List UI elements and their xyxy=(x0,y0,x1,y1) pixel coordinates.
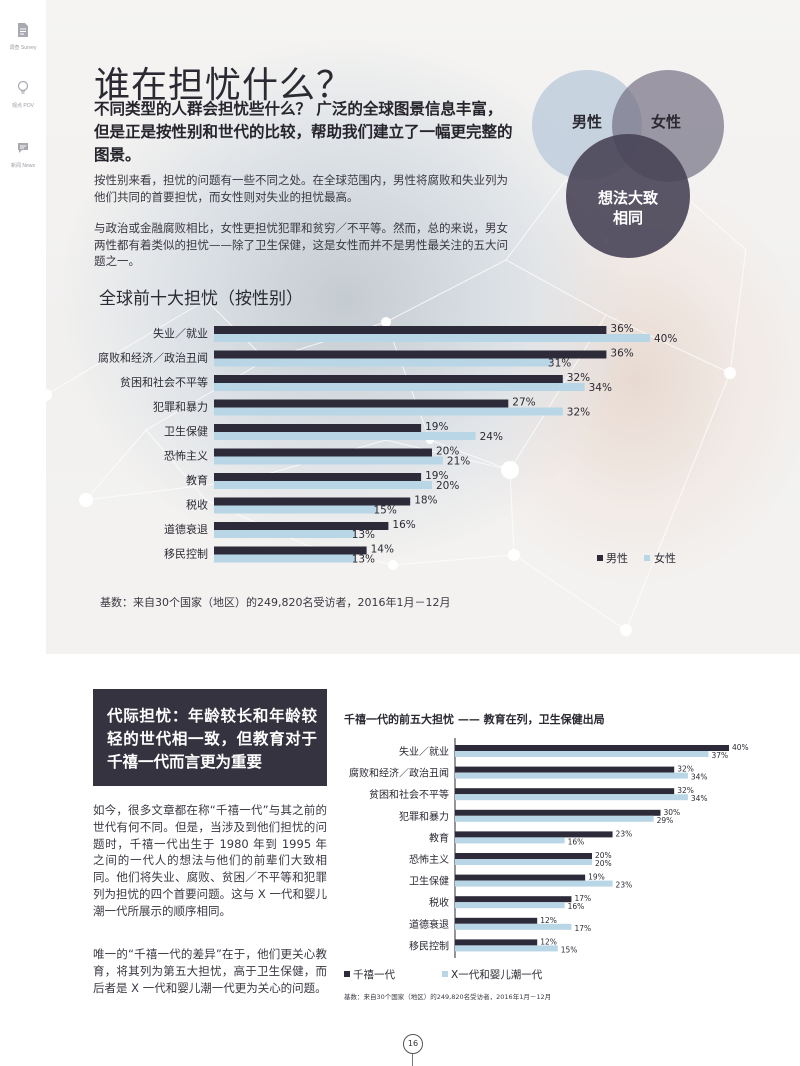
chart2-bar-genx-cat-9 xyxy=(455,923,572,930)
chart2-bar-genx-cat-1 xyxy=(455,751,709,757)
chart2-bar-millennials-cat-5 xyxy=(455,831,613,838)
chart2-bar-millennials-cat-4 xyxy=(455,809,661,816)
nav-label-survey: 调查 Survey xyxy=(9,45,37,51)
chart2-note: 基数：来自30个国家（地区）的249,820名受访者，2016年1月－12月 xyxy=(344,993,552,1001)
page-subtitle: 不同类型的人群会担忧些什么？ 广泛的全球图景信息丰富，但是正是按性别和世代的比较… xyxy=(94,100,513,164)
chart2-bar-millennials-cat-1 xyxy=(455,745,729,751)
chart2-value-millennials-cat-10: 12% xyxy=(540,937,557,946)
venn-circle-shared xyxy=(566,134,690,258)
chart2-category-label-cat-9: 道德衰退 xyxy=(409,918,449,931)
intro-paragraph-1: 按性别来看，担忧的问题有一些不同之处。在全球范围内，男性将腐败和失业列为他们共同… xyxy=(94,173,508,204)
page-title: 谁在担忧什么？ xyxy=(94,65,354,106)
chart1-title: 全球前十大担忧（按性别） xyxy=(99,289,303,309)
chart2-category-label-cat-2: 腐败和经济／政治丑闻 xyxy=(349,767,449,780)
chart2-bar-millennials-cat-7 xyxy=(455,874,586,881)
nav-item-pov[interactable]: 观点 POV xyxy=(0,80,46,109)
chart2-value-millennials-cat-6: 20% xyxy=(595,851,612,860)
chart2-category-label-cat-5: 教育 xyxy=(429,831,449,844)
chart2-legend-millennials: 千禧一代 xyxy=(344,967,395,982)
chart2-bar-genx-cat-7 xyxy=(455,880,613,887)
legend-label-genx: X一代和婴儿潮一代 xyxy=(451,969,543,981)
chart2-value-millennials-cat-3: 32% xyxy=(677,786,694,795)
chart2-value-millennials-cat-1: 40% xyxy=(732,743,749,752)
nav-item-news[interactable]: 新闻 News xyxy=(0,140,46,169)
chart2-value-genx-cat-10: 15% xyxy=(561,945,578,954)
body-paragraph-1: 如今，很多文章都在称“千禧一代”与其之前的世代有何不同。但是，当涉及到他们担忧的… xyxy=(93,803,327,918)
chart2-bar-genx-cat-6 xyxy=(455,859,592,865)
chart2-bar-genx-cat-8 xyxy=(455,902,565,909)
chart2-bar-millennials-cat-2 xyxy=(455,766,675,773)
legend-swatch-dark xyxy=(344,971,350,977)
legend-label-millennials: 千禧一代 xyxy=(353,969,395,981)
chart2-value-genx-cat-6: 20% xyxy=(595,859,612,868)
chart2-bar-millennials-cat-9 xyxy=(455,917,538,924)
side-navigation: 调查 Survey 观点 POV 新闻 News xyxy=(0,0,46,654)
chart2-legend-genx: X一代和婴儿潮一代 xyxy=(442,967,542,982)
chart2-category-label-cat-3: 贫困和社会不平等 xyxy=(369,788,449,801)
nav-label-news: 新闻 News xyxy=(11,163,35,169)
chart2-bar-genx-cat-2 xyxy=(455,772,688,779)
chart2-category-label-cat-7: 卫生保健 xyxy=(409,875,449,888)
chat-icon xyxy=(18,143,28,153)
chart2-value-genx-cat-9: 17% xyxy=(574,924,591,933)
chart2-category-label-cat-1: 失业／就业 xyxy=(399,745,449,758)
chart2-bar-genx-cat-3 xyxy=(455,794,688,801)
chart2-bar-millennials-cat-10 xyxy=(455,939,538,946)
chart2-bar-millennials-cat-6 xyxy=(455,853,592,859)
chart2-value-genx-cat-2: 34% xyxy=(691,773,708,782)
document-icon xyxy=(18,23,28,37)
body-paragraph-2: 唯一的“千禧一代的差异”在于，他们更关心教育，将其列为第五大担忧，高于卫生保健，… xyxy=(93,947,327,995)
chart2-category-label-cat-8: 税收 xyxy=(429,896,449,909)
chart2-bar-millennials-cat-3 xyxy=(455,788,675,795)
generation-highlight-box: 代际担忧：年龄较长和年龄较轻的世代相一致，但教育对于千禧一代而言更为重要 xyxy=(93,689,327,786)
chart2-value-millennials-cat-5: 23% xyxy=(616,829,633,838)
chart2-bar-genx-cat-10 xyxy=(455,945,558,952)
venn-label-female: 女性 xyxy=(651,113,682,131)
page-number-tick xyxy=(412,1054,413,1066)
chart2-value-genx-cat-4: 29% xyxy=(657,816,674,825)
chart2-category-label-cat-4: 犯罪和暴力 xyxy=(399,810,449,823)
chart2-value-genx-cat-3: 34% xyxy=(691,794,708,803)
chart2-value-genx-cat-8: 16% xyxy=(568,902,585,911)
intro-paragraph-2: 与政治或金融腐败相比，女性更担忧犯罪和贫穷／不平等。然而，总的来说，男女两性都有… xyxy=(94,221,508,268)
page-number: 16 xyxy=(403,1034,423,1054)
chart2-value-millennials-cat-8: 17% xyxy=(574,894,591,903)
venn-label-shared: 想法大致相同 xyxy=(597,189,658,227)
nav-label-pov: 观点 POV xyxy=(12,103,34,109)
chart2-bar-genx-cat-5 xyxy=(455,837,565,844)
legend-swatch-light xyxy=(442,971,448,977)
chart2-bar-millennials-cat-8 xyxy=(455,896,572,903)
chart2-value-genx-cat-7: 23% xyxy=(616,881,633,890)
chart2-bar-genx-cat-4 xyxy=(455,815,654,822)
chart2-value-genx-cat-1: 37% xyxy=(711,751,728,760)
chart2-value-millennials-cat-4: 30% xyxy=(664,808,681,817)
chart1-note: 基数：来自30个国家（地区）的249,820名受访者，2016年1月－12月 xyxy=(100,596,451,609)
chart2-title: 千禧一代的前五大担忧 —— 教育在列，卫生保健出局 xyxy=(344,713,605,726)
chart2-value-genx-cat-5: 16% xyxy=(568,837,585,846)
venn-label-male: 男性 xyxy=(572,113,603,131)
chart2-value-millennials-cat-9: 12% xyxy=(540,916,557,925)
nav-item-survey[interactable]: 调查 Survey xyxy=(0,22,46,51)
chart2-value-millennials-cat-7: 19% xyxy=(588,873,605,882)
chart2-category-label-cat-10: 移民控制 xyxy=(409,939,449,952)
chart2-value-millennials-cat-2: 32% xyxy=(677,765,694,774)
chart2-category-label-cat-6: 恐怖主义 xyxy=(409,853,449,866)
lightbulb-icon xyxy=(17,80,29,94)
